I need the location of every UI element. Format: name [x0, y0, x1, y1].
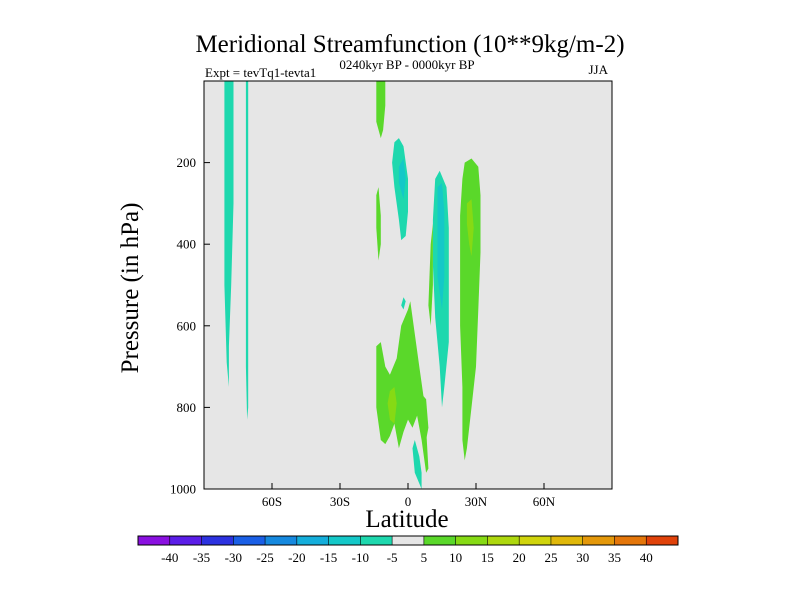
y-tick-label: 1000 — [170, 482, 196, 497]
contour-region-14 — [460, 158, 481, 461]
colorbar-label: -5 — [387, 550, 398, 565]
x-tick-label: 0 — [405, 494, 412, 509]
x-tick-label: 30N — [465, 494, 488, 509]
colorbar-label: 10 — [449, 550, 462, 565]
colorbar-label: 40 — [640, 550, 653, 565]
x-tick-label: 60N — [533, 494, 556, 509]
colorbar-label: -10 — [352, 550, 369, 565]
colorbar-label: 35 — [608, 550, 621, 565]
colorbar-swatch — [614, 536, 647, 545]
colorbar-label: -25 — [256, 550, 273, 565]
experiment-label: Expt = tevTq1-tevta1 — [205, 65, 316, 80]
x-axis: 60S 30S 0 30N 60N — [262, 483, 556, 509]
contour-region-1 — [245, 81, 249, 420]
colorbar-swatch — [455, 536, 488, 545]
contour-region-3 — [398, 158, 406, 200]
y-tick-label: 600 — [177, 318, 197, 333]
colorbar-swatch — [265, 536, 298, 545]
contour-region-12 — [387, 387, 397, 424]
chart-title: Meridional Streamfunction (10**9kg/m-2) — [195, 31, 624, 58]
colorbar-label: -15 — [320, 550, 337, 565]
colorbar-swatch — [392, 536, 425, 545]
contour-region-9 — [376, 187, 381, 261]
colorbar-swatch — [582, 536, 615, 545]
y-axis: 200 400 600 800 1000 — [170, 155, 210, 497]
colorbar-swatch — [169, 536, 202, 545]
colorbar-label: -40 — [161, 550, 178, 565]
y-tick-label: 800 — [177, 400, 197, 415]
colorbar-label: 25 — [544, 550, 557, 565]
y-tick-label: 200 — [177, 155, 197, 170]
contour-region-8 — [376, 81, 386, 139]
colorbar-swatch — [423, 536, 456, 545]
colorbar-swatch — [138, 536, 171, 545]
colorbar-label: -35 — [193, 550, 210, 565]
colorbar-swatch — [550, 536, 583, 545]
colorbar-label: 5 — [421, 550, 428, 565]
colorbar-swatch — [360, 536, 393, 545]
contour-region-4 — [401, 297, 406, 310]
period-label: 0240kyr BP - 0000kyr BP — [339, 57, 474, 72]
colorbar-label: -30 — [225, 550, 242, 565]
colorbar-label: 30 — [576, 550, 589, 565]
x-tick-label: 60S — [262, 494, 282, 509]
plot-area — [203, 80, 613, 490]
contour-regions — [224, 81, 481, 489]
contour-region-11 — [376, 301, 429, 473]
colorbar-label: -20 — [288, 550, 305, 565]
colorbar-swatch — [646, 536, 679, 545]
colorbar-frame — [137, 535, 679, 546]
plot-background — [204, 81, 612, 489]
season-label: JJA — [588, 62, 608, 77]
y-axis-label: Pressure (in hPa) — [117, 203, 144, 374]
y-tick-label: 400 — [177, 237, 197, 252]
colorbar-swatch — [487, 536, 520, 545]
colorbar-label: 15 — [481, 550, 494, 565]
contour-region-15 — [466, 199, 474, 257]
contour-region-0 — [224, 81, 234, 387]
contour-region-10 — [428, 223, 433, 326]
contour-region-13 — [419, 391, 429, 440]
colorbar-swatch — [519, 536, 552, 545]
contour-region-7 — [412, 440, 422, 489]
colorbar: -40 -35 -30 -25 -20 -15 -10 -5 5 10 15 20 25 30 35 40 — [137, 535, 679, 565]
colorbar-swatch — [201, 536, 234, 545]
colorbar-swatch — [296, 536, 329, 545]
colorbar-swatch — [233, 536, 266, 545]
x-axis-label: Latitude — [365, 506, 448, 533]
x-tick-label: 30S — [330, 494, 350, 509]
colorbar-label: 20 — [513, 550, 526, 565]
contour-region-6 — [437, 183, 445, 310]
colorbar-swatch — [328, 536, 361, 545]
